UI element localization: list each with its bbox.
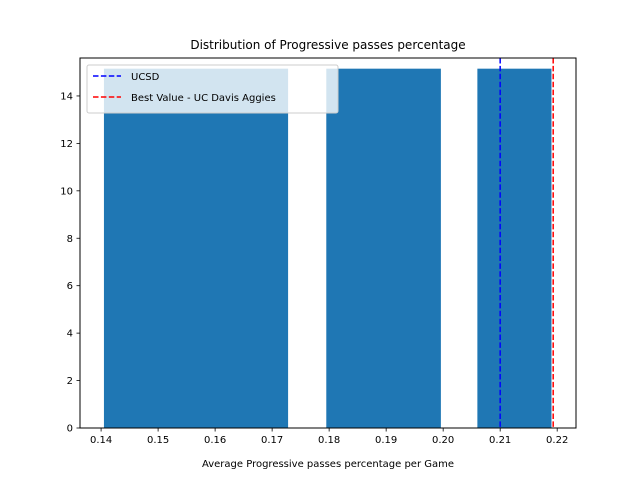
x-tick-label: 0.18: [318, 435, 340, 446]
y-tick-label: 10: [60, 186, 73, 197]
legend-label: Best Value - UC Davis Aggies: [131, 93, 276, 104]
y-tick-label: 2: [67, 376, 73, 387]
y-tick-label: 4: [67, 329, 73, 340]
x-tick-label: 0.20: [432, 435, 454, 446]
y-tick-label: 0: [67, 424, 73, 435]
x-axis-label: Average Progressive passes percentage pe…: [202, 459, 454, 470]
x-tick-label: 0.14: [90, 435, 112, 446]
legend-label: UCSD: [131, 72, 160, 83]
histogram-bar: [477, 68, 552, 428]
reference-lines-group: [499, 58, 554, 428]
histogram-bar: [103, 68, 289, 428]
x-tick-label: 0.22: [546, 435, 568, 446]
legend: UCSD Best Value - UC Davis Aggies: [86, 64, 339, 114]
y-tick-label: 6: [67, 281, 73, 292]
x-tick-label: 0.21: [489, 435, 511, 446]
histogram-bar: [326, 68, 441, 428]
plot-frame: [79, 57, 577, 429]
x-tick-label: 0.15: [147, 435, 169, 446]
legend-box: [86, 64, 339, 114]
y-axis: 0 2 4 6 8 10 12 14: [60, 91, 80, 435]
y-tick-label: 12: [60, 139, 73, 150]
x-tick-label: 0.16: [204, 435, 226, 446]
x-axis: 0.14 0.15 0.16 0.17 0.18 0.19 0.20 0.21 0.22: [90, 428, 568, 446]
x-tick-label: 0.17: [261, 435, 283, 446]
y-tick-label: 14: [60, 91, 73, 102]
y-tick-label: 8: [67, 234, 73, 245]
x-tick-label: 0.19: [375, 435, 397, 446]
chart-title: Distribution of Progressive passes perce…: [190, 38, 465, 52]
bars-group: [103, 68, 552, 428]
